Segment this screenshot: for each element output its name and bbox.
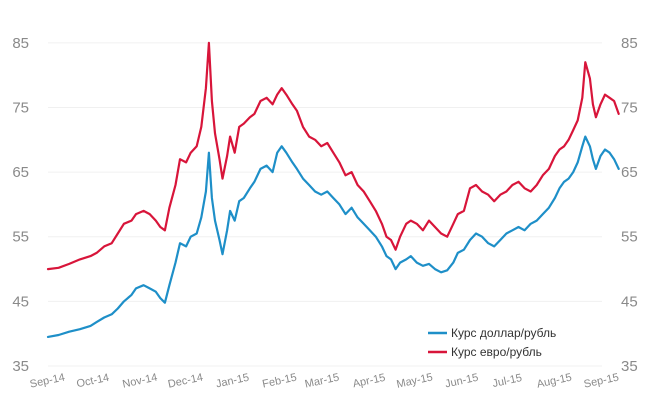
x-tick-Jan-15: Jan-15	[215, 372, 250, 391]
legend-label-usd: Курс доллар/рубль	[451, 326, 556, 340]
x-tick-Aug-15: Aug-15	[536, 372, 573, 391]
x-tick-Oct-14: Oct-14	[76, 372, 111, 391]
series-line-1	[46, 41, 620, 271]
x-tick-Feb-15: Feb-15	[261, 372, 298, 391]
x-tick-Nov-14: Nov-14	[121, 372, 158, 391]
y-tick-right-55: 55	[621, 229, 638, 246]
y-tick-right-75: 75	[621, 99, 638, 116]
y-tick-right-35: 35	[621, 358, 638, 375]
x-tick-Mar-15: Mar-15	[304, 372, 341, 391]
grid	[48, 42, 602, 367]
y-tick-left-55: 55	[12, 229, 29, 246]
y-tick-left-45: 45	[12, 293, 29, 310]
y-tick-right-85: 85	[621, 35, 638, 52]
y-tick-right-45: 45	[621, 293, 638, 310]
series-group	[46, 41, 620, 338]
legend: Курс доллар/рубль Курс евро/рубль	[428, 326, 556, 359]
y-tick-right-65: 65	[621, 164, 638, 181]
y-tick-left-65: 65	[12, 164, 29, 181]
y-tick-left-85: 85	[12, 35, 29, 52]
x-axis: Sep-14 Oct-14 Nov-14 Dec-14 Jan-15 Feb-15 Mar-…	[29, 371, 620, 390]
x-tick-Dec-14: Dec-14	[167, 372, 204, 391]
x-tick-May-15: May-15	[395, 371, 433, 390]
x-tick-Jul-15: Jul-15	[491, 372, 523, 390]
y-tick-left-75: 75	[12, 99, 29, 116]
series-line-0	[46, 135, 620, 338]
y-axis-left: 35 45 55 65 75 85	[12, 35, 29, 375]
y-tick-left-35: 35	[12, 358, 29, 375]
x-tick-Apr-15: Apr-15	[352, 372, 387, 391]
legend-label-eur: Курс евро/рубль	[451, 345, 542, 359]
y-axis-right: 35 45 55 65 75 85	[621, 35, 638, 375]
x-tick-Sep-15: Sep-15	[583, 372, 620, 391]
x-tick-Sep-14: Sep-14	[29, 372, 66, 391]
x-tick-Jun-15: Jun-15	[444, 372, 479, 391]
